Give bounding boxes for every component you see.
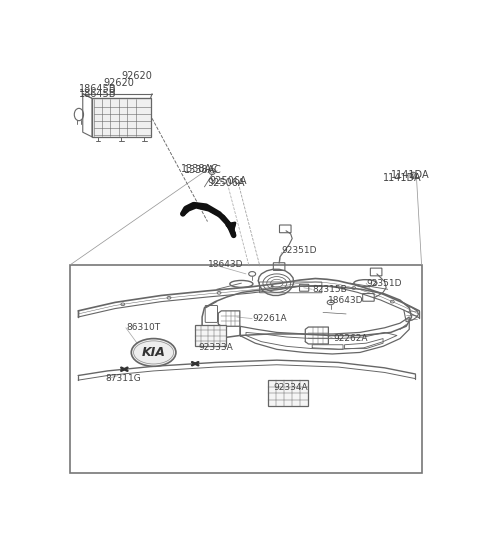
Text: 1141DA: 1141DA xyxy=(391,170,430,180)
Text: 92620: 92620 xyxy=(121,71,152,81)
Text: 18643D: 18643D xyxy=(328,295,363,305)
Text: 92262A: 92262A xyxy=(334,334,368,343)
Text: 1338AC: 1338AC xyxy=(184,165,222,175)
Text: 92620: 92620 xyxy=(104,78,134,88)
Text: 92333A: 92333A xyxy=(198,343,233,351)
Text: 1338AC: 1338AC xyxy=(180,164,218,174)
Ellipse shape xyxy=(131,339,176,366)
Text: 92261A: 92261A xyxy=(252,314,287,323)
Text: 18643D: 18643D xyxy=(207,260,243,269)
FancyBboxPatch shape xyxy=(195,324,226,346)
Text: 92506A: 92506A xyxy=(207,178,245,188)
Text: 86310T: 86310T xyxy=(126,323,160,332)
Text: 92351D: 92351D xyxy=(366,279,402,288)
Ellipse shape xyxy=(271,285,274,287)
Text: 1141DA: 1141DA xyxy=(383,173,422,183)
Text: 87311G: 87311G xyxy=(106,374,142,383)
Text: 82315B: 82315B xyxy=(312,285,347,294)
Text: 92334A: 92334A xyxy=(274,383,308,392)
FancyBboxPatch shape xyxy=(92,98,151,137)
Text: 92506A: 92506A xyxy=(209,177,247,186)
Text: 18645B: 18645B xyxy=(79,90,117,100)
FancyBboxPatch shape xyxy=(267,380,308,406)
FancyBboxPatch shape xyxy=(71,265,421,472)
Text: KIA: KIA xyxy=(142,346,166,359)
Text: 18645B: 18645B xyxy=(79,84,117,94)
Text: 92351D: 92351D xyxy=(281,246,317,255)
